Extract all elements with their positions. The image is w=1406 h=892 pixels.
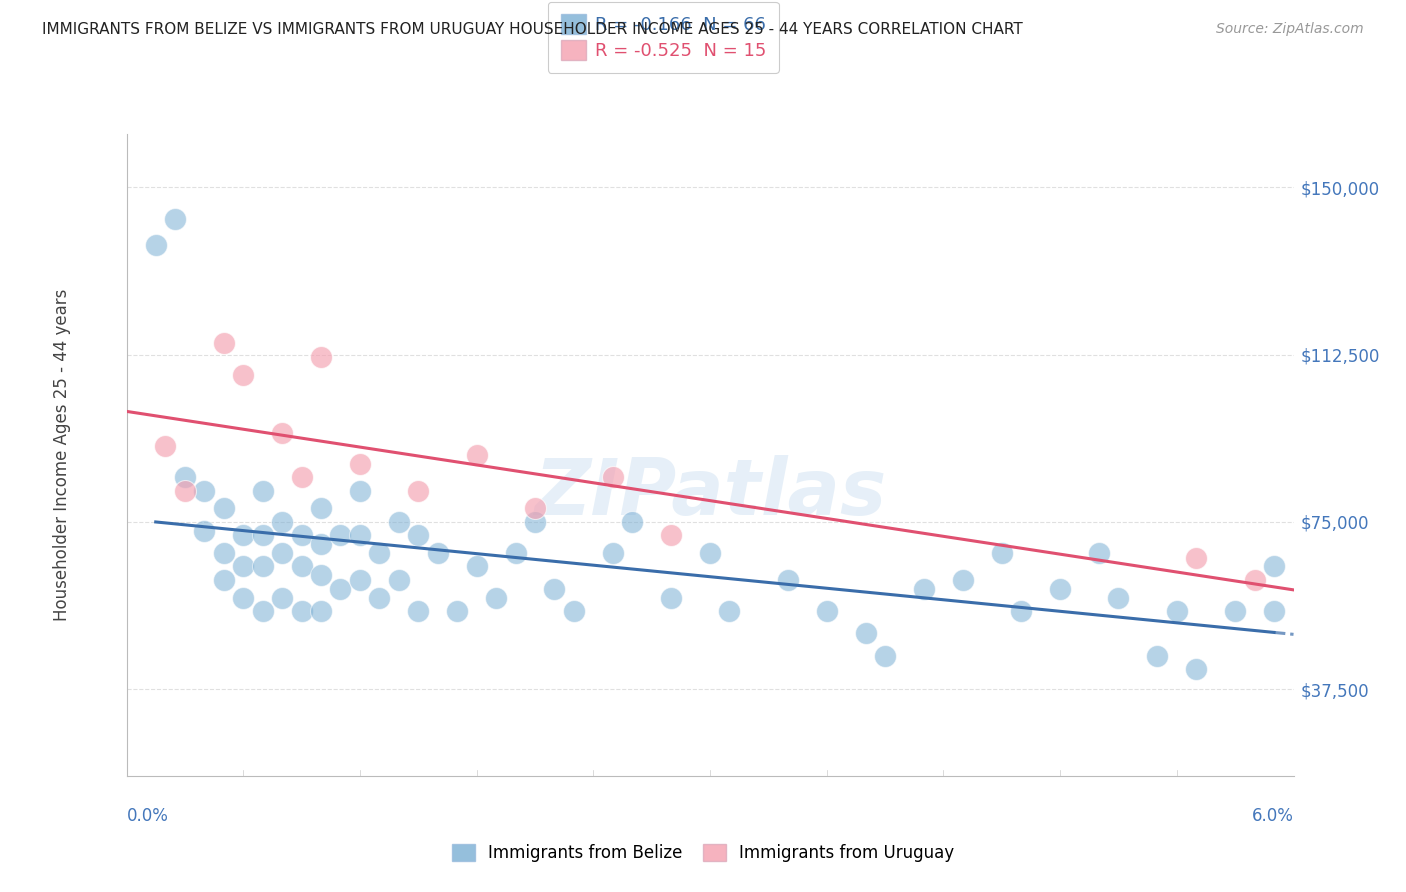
Point	[232, 528, 254, 542]
Legend: R = -0.166  N = 66, R = -0.525  N = 15: R = -0.166 N = 66, R = -0.525 N = 15	[548, 2, 779, 73]
Point	[524, 501, 547, 516]
Point	[602, 546, 624, 560]
Point	[252, 604, 274, 618]
Point	[388, 573, 411, 587]
Text: IMMIGRANTS FROM BELIZE VS IMMIGRANTS FROM URUGUAY HOUSEHOLDER INCOME AGES 25 - 4: IMMIGRANTS FROM BELIZE VS IMMIGRANTS FRO…	[42, 22, 1024, 37]
Point	[212, 546, 235, 560]
Point	[1263, 604, 1285, 618]
Point	[271, 425, 294, 440]
Point	[232, 591, 254, 605]
Point	[1185, 550, 1208, 565]
Point	[174, 470, 197, 484]
Point	[465, 559, 488, 574]
Point	[1185, 662, 1208, 676]
Point	[426, 546, 449, 560]
Point	[408, 604, 430, 618]
Point	[659, 528, 682, 542]
Point	[309, 537, 332, 551]
Point	[368, 591, 391, 605]
Point	[776, 573, 799, 587]
Point	[562, 604, 585, 618]
Point	[602, 470, 624, 484]
Point	[1223, 604, 1247, 618]
Text: Source: ZipAtlas.com: Source: ZipAtlas.com	[1216, 22, 1364, 37]
Point	[252, 483, 274, 498]
Point	[290, 528, 312, 542]
Point	[309, 568, 332, 582]
Point	[329, 582, 352, 596]
Point	[1146, 648, 1168, 663]
Point	[1108, 591, 1130, 605]
Point	[309, 604, 332, 618]
Point	[165, 211, 187, 226]
Text: 6.0%: 6.0%	[1251, 807, 1294, 825]
Text: 0.0%: 0.0%	[127, 807, 169, 825]
Point	[290, 470, 312, 484]
Point	[1088, 546, 1111, 560]
Point	[290, 604, 312, 618]
Point	[329, 528, 352, 542]
Text: Householder Income Ages 25 - 44 years: Householder Income Ages 25 - 44 years	[53, 289, 72, 621]
Point	[446, 604, 468, 618]
Text: ZIPatlas: ZIPatlas	[534, 456, 886, 532]
Point	[912, 582, 935, 596]
Point	[193, 483, 215, 498]
Point	[290, 559, 312, 574]
Point	[1049, 582, 1071, 596]
Point	[212, 336, 235, 351]
Legend: Immigrants from Belize, Immigrants from Uruguay: Immigrants from Belize, Immigrants from …	[443, 836, 963, 871]
Point	[309, 350, 332, 364]
Point	[349, 573, 371, 587]
Point	[505, 546, 527, 560]
Point	[212, 573, 235, 587]
Point	[174, 483, 197, 498]
Point	[543, 582, 565, 596]
Point	[855, 626, 877, 640]
Point	[1263, 559, 1285, 574]
Point	[212, 501, 235, 516]
Point	[271, 546, 294, 560]
Point	[368, 546, 391, 560]
Point	[485, 591, 508, 605]
Point	[815, 604, 838, 618]
Point	[252, 528, 274, 542]
Point	[1243, 573, 1265, 587]
Point	[875, 648, 897, 663]
Point	[408, 528, 430, 542]
Point	[659, 591, 682, 605]
Point	[349, 483, 371, 498]
Point	[465, 448, 488, 462]
Point	[1166, 604, 1188, 618]
Point	[952, 573, 974, 587]
Point	[699, 546, 721, 560]
Point	[309, 501, 332, 516]
Point	[621, 515, 644, 529]
Point	[193, 524, 215, 538]
Point	[271, 591, 294, 605]
Point	[155, 439, 177, 453]
Point	[232, 368, 254, 382]
Point	[524, 515, 547, 529]
Point	[388, 515, 411, 529]
Point	[1010, 604, 1032, 618]
Point	[271, 515, 294, 529]
Point	[145, 238, 167, 252]
Point	[718, 604, 741, 618]
Point	[349, 528, 371, 542]
Point	[990, 546, 1012, 560]
Point	[252, 559, 274, 574]
Point	[232, 559, 254, 574]
Point	[349, 457, 371, 471]
Point	[408, 483, 430, 498]
